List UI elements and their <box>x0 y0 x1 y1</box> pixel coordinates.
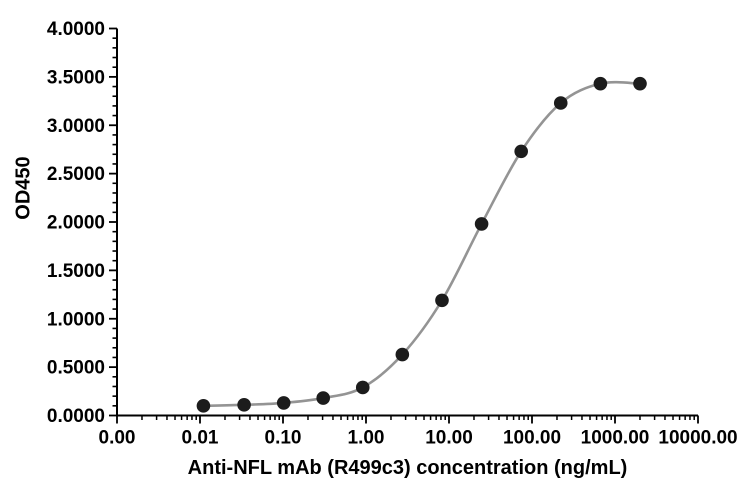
y-tick-label: 0.0000 <box>47 406 105 427</box>
x-tick-label: 10000.00 <box>658 428 737 449</box>
data-point-marker <box>435 293 449 308</box>
y-tick-label: 1.5000 <box>47 261 105 282</box>
data-point-marker <box>514 144 528 159</box>
data-point-marker <box>593 76 608 91</box>
y-tick-label: 2.5000 <box>47 164 105 185</box>
dose-response-line <box>203 80 641 408</box>
y-tick-label: 3.0000 <box>47 116 105 137</box>
data-point-marker <box>196 399 211 413</box>
y-axis-title: OD450 <box>12 156 35 220</box>
data-point-marker <box>276 396 291 410</box>
y-tick-label: 1.0000 <box>47 309 105 330</box>
x-tick-label: 1.00 <box>348 428 385 449</box>
data-point-marker <box>237 398 251 412</box>
data-point-marker <box>474 217 489 231</box>
x-tick-label: 0.01 <box>182 428 219 449</box>
data-point-marker <box>395 347 410 362</box>
y-tick-label: 2.0000 <box>47 213 105 234</box>
x-tick-label: 10.00 <box>425 428 473 449</box>
x-axis-title: Anti-NFL mAb (R499c3) concentration (ng/… <box>187 457 628 479</box>
y-tick-label: 0.5000 <box>47 358 105 379</box>
data-point-marker <box>553 96 568 110</box>
data-point-marker <box>316 391 330 405</box>
x-tick-label: 0.00 <box>99 428 136 449</box>
x-tick-label: 0.10 <box>265 428 302 449</box>
data-point-marker <box>633 76 647 91</box>
y-tick-label: 3.5000 <box>47 67 105 88</box>
y-tick-label: 4.0000 <box>47 19 105 40</box>
x-tick-label: 100.00 <box>503 428 561 449</box>
x-tick-label: 1000.00 <box>581 428 650 449</box>
data-point-marker <box>355 380 370 395</box>
